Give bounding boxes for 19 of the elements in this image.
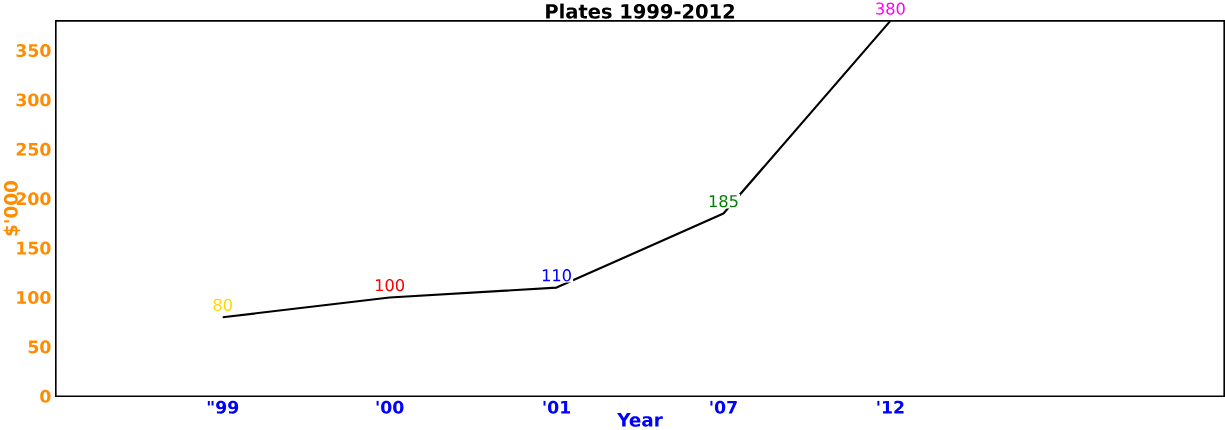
- data-label: 380: [876, 2, 905, 15]
- x-axis-title: Year: [617, 412, 663, 427]
- x-tick-label: "99: [207, 400, 239, 414]
- x-tick-label: '00: [376, 400, 404, 414]
- y-tick-label: 350: [16, 43, 51, 57]
- data-label: 110: [542, 268, 571, 282]
- y-tick-label: 250: [16, 142, 51, 156]
- x-tick-label: '12: [877, 400, 904, 414]
- y-tick-label: 300: [16, 93, 51, 107]
- data-label: 185: [709, 194, 738, 208]
- y-tick-label: 0: [40, 389, 51, 403]
- x-tick-label: '01: [543, 400, 571, 414]
- chart-title: Plates 1999-2012: [546, 3, 734, 19]
- y-tick-label: 150: [17, 241, 51, 255]
- data-label: 80: [213, 298, 232, 311]
- y-tick-label: 50: [28, 340, 51, 354]
- data-label: 100: [375, 278, 405, 292]
- y-tick-label: 100: [17, 290, 51, 304]
- x-tick-label: '07: [710, 400, 737, 414]
